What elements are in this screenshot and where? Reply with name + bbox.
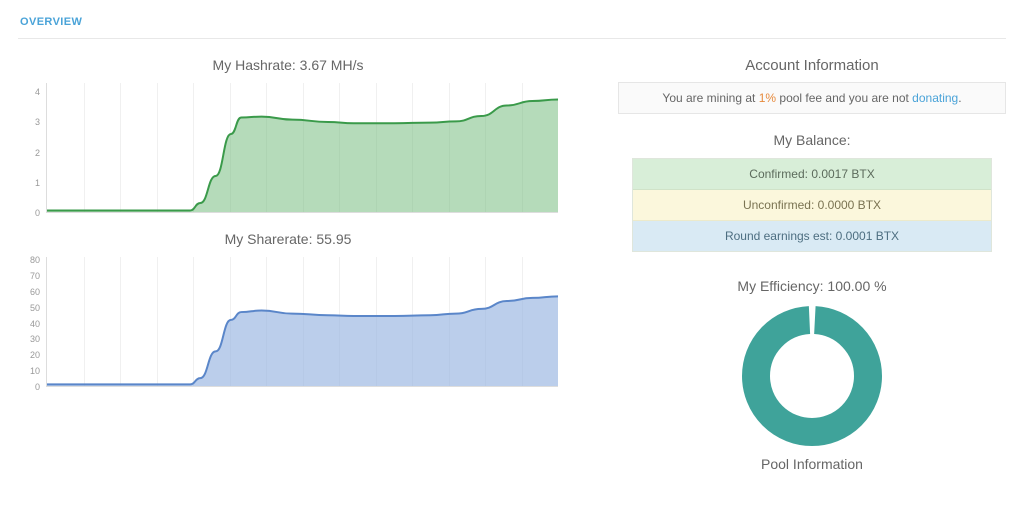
- y-tick-label: 4: [18, 87, 40, 97]
- efficiency-title: My Efficiency: 100.00 %: [632, 278, 992, 294]
- y-tick-label: 2: [18, 148, 40, 158]
- notice-prefix: You are mining at: [662, 91, 758, 105]
- pool-fee-notice: You are mining at 1% pool fee and you ar…: [618, 82, 1006, 114]
- y-tick-label: 1: [18, 178, 40, 188]
- y-tick-label: 80: [18, 255, 40, 265]
- y-tick-label: 70: [18, 271, 40, 281]
- left-column: My Hashrate: 3.67 MH/s 0 1 2 3 4 My Sharerat…: [18, 53, 558, 482]
- y-tick-label: 3: [18, 117, 40, 127]
- hashrate-chart: 01234: [18, 83, 558, 213]
- pool-fee-value: 1%: [759, 91, 776, 105]
- sharerate-title: My Sharerate: 55.95: [18, 231, 558, 247]
- notice-suffix: .: [958, 91, 961, 105]
- y-tick-label: 30: [18, 334, 40, 344]
- pool-info-title: Pool Information: [632, 456, 992, 472]
- sharerate-chart: 01020304050607080: [18, 257, 558, 387]
- notice-mid: pool fee and you are not: [776, 91, 912, 105]
- hashrate-title: My Hashrate: 3.67 MH/s: [18, 57, 558, 73]
- y-tick-label: 0: [18, 382, 40, 392]
- y-tick-label: 10: [18, 366, 40, 376]
- right-column: Account Information You are mining at 1%…: [618, 53, 1006, 482]
- divider: [18, 38, 1006, 39]
- y-tick-label: 20: [18, 350, 40, 360]
- balance-panel: Confirmed: 0.0017 BTX Unconfirmed: 0.000…: [632, 158, 992, 252]
- balance-round: Round earnings est: 0.0001 BTX: [633, 221, 991, 251]
- tab-overview[interactable]: OVERVIEW: [18, 10, 1006, 38]
- y-tick-label: 60: [18, 287, 40, 297]
- efficiency-donut: [632, 306, 992, 446]
- y-tick-label: 50: [18, 303, 40, 313]
- y-tick-label: 0: [18, 208, 40, 218]
- balance-title: My Balance:: [632, 132, 992, 148]
- balance-unconfirmed: Unconfirmed: 0.0000 BTX: [633, 190, 991, 221]
- y-tick-label: 40: [18, 319, 40, 329]
- account-info-title: Account Information: [618, 57, 1006, 74]
- balance-confirmed: Confirmed: 0.0017 BTX: [633, 159, 991, 190]
- donating-link[interactable]: donating: [912, 91, 958, 105]
